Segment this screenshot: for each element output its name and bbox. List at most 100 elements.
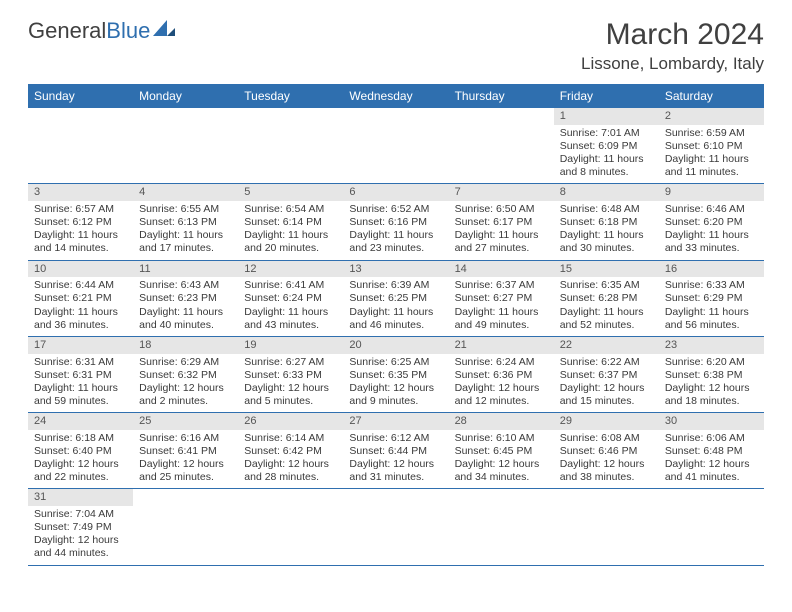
day-text: Sunrise: 6:59 AMSunset: 6:10 PMDaylight:… — [659, 125, 764, 184]
sunset-line: Sunset: 6:27 PM — [455, 292, 548, 305]
day-text: Sunrise: 6:25 AMSunset: 6:35 PMDaylight:… — [343, 354, 448, 413]
calendar-cell: 30Sunrise: 6:06 AMSunset: 6:48 PMDayligh… — [659, 413, 764, 489]
sunrise-line: Sunrise: 6:43 AM — [139, 279, 232, 292]
daylight-line: Daylight: 11 hours and 20 minutes. — [244, 229, 337, 255]
sunrise-line: Sunrise: 7:01 AM — [560, 127, 653, 140]
calendar-cell: 16Sunrise: 6:33 AMSunset: 6:29 PMDayligh… — [659, 260, 764, 336]
weekday-header: Monday — [133, 84, 238, 108]
sunset-line: Sunset: 6:14 PM — [244, 216, 337, 229]
day-text: Sunrise: 6:31 AMSunset: 6:31 PMDaylight:… — [28, 354, 133, 413]
weekday-header: Thursday — [449, 84, 554, 108]
calendar-cell: 9Sunrise: 6:46 AMSunset: 6:20 PMDaylight… — [659, 184, 764, 260]
sunrise-line: Sunrise: 6:31 AM — [34, 356, 127, 369]
weekday-header: Friday — [554, 84, 659, 108]
sunrise-line: Sunrise: 7:04 AM — [34, 508, 127, 521]
day-number: 22 — [554, 337, 659, 354]
day-number: 29 — [554, 413, 659, 430]
sunset-line: Sunset: 6:44 PM — [349, 445, 442, 458]
calendar-cell: 4Sunrise: 6:55 AMSunset: 6:13 PMDaylight… — [133, 184, 238, 260]
daylight-line: Daylight: 11 hours and 40 minutes. — [139, 306, 232, 332]
sunrise-line: Sunrise: 6:48 AM — [560, 203, 653, 216]
day-text: Sunrise: 6:44 AMSunset: 6:21 PMDaylight:… — [28, 277, 133, 336]
calendar-cell: 28Sunrise: 6:10 AMSunset: 6:45 PMDayligh… — [449, 413, 554, 489]
weekday-header: Tuesday — [238, 84, 343, 108]
calendar-cell: 24Sunrise: 6:18 AMSunset: 6:40 PMDayligh… — [28, 413, 133, 489]
calendar-cell: 25Sunrise: 6:16 AMSunset: 6:41 PMDayligh… — [133, 413, 238, 489]
day-number: 6 — [343, 184, 448, 201]
sunset-line: Sunset: 6:31 PM — [34, 369, 127, 382]
weekday-header: Wednesday — [343, 84, 448, 108]
daylight-line: Daylight: 11 hours and 52 minutes. — [560, 306, 653, 332]
calendar-cell: 22Sunrise: 6:22 AMSunset: 6:37 PMDayligh… — [554, 336, 659, 412]
calendar-cell: 2Sunrise: 6:59 AMSunset: 6:10 PMDaylight… — [659, 108, 764, 184]
sunrise-line: Sunrise: 6:24 AM — [455, 356, 548, 369]
calendar-cell: 8Sunrise: 6:48 AMSunset: 6:18 PMDaylight… — [554, 184, 659, 260]
day-number: 20 — [343, 337, 448, 354]
day-number: 9 — [659, 184, 764, 201]
sunset-line: Sunset: 6:12 PM — [34, 216, 127, 229]
sunrise-line: Sunrise: 6:14 AM — [244, 432, 337, 445]
calendar-cell-empty — [238, 489, 343, 565]
daylight-line: Daylight: 11 hours and 30 minutes. — [560, 229, 653, 255]
day-number: 21 — [449, 337, 554, 354]
title-location: Lissone, Lombardy, Italy — [581, 54, 764, 74]
sunrise-line: Sunrise: 6:16 AM — [139, 432, 232, 445]
sunrise-line: Sunrise: 6:27 AM — [244, 356, 337, 369]
day-number: 12 — [238, 261, 343, 278]
day-text: Sunrise: 7:04 AMSunset: 7:49 PMDaylight:… — [28, 506, 133, 565]
calendar-cell: 6Sunrise: 6:52 AMSunset: 6:16 PMDaylight… — [343, 184, 448, 260]
sunset-line: Sunset: 6:33 PM — [244, 369, 337, 382]
weekday-header: Sunday — [28, 84, 133, 108]
daylight-line: Daylight: 11 hours and 17 minutes. — [139, 229, 232, 255]
day-number: 13 — [343, 261, 448, 278]
calendar-cell-empty — [554, 489, 659, 565]
calendar-cell-empty — [659, 489, 764, 565]
sunrise-line: Sunrise: 6:25 AM — [349, 356, 442, 369]
calendar-cell: 7Sunrise: 6:50 AMSunset: 6:17 PMDaylight… — [449, 184, 554, 260]
sunrise-line: Sunrise: 6:06 AM — [665, 432, 758, 445]
day-text: Sunrise: 6:10 AMSunset: 6:45 PMDaylight:… — [449, 430, 554, 489]
calendar-cell-empty — [238, 108, 343, 184]
day-number: 7 — [449, 184, 554, 201]
day-text: Sunrise: 6:52 AMSunset: 6:16 PMDaylight:… — [343, 201, 448, 260]
calendar-row: 10Sunrise: 6:44 AMSunset: 6:21 PMDayligh… — [28, 260, 764, 336]
day-number: 11 — [133, 261, 238, 278]
calendar-row: 24Sunrise: 6:18 AMSunset: 6:40 PMDayligh… — [28, 413, 764, 489]
sunset-line: Sunset: 6:17 PM — [455, 216, 548, 229]
calendar-cell: 27Sunrise: 6:12 AMSunset: 6:44 PMDayligh… — [343, 413, 448, 489]
day-text: Sunrise: 6:35 AMSunset: 6:28 PMDaylight:… — [554, 277, 659, 336]
sunrise-line: Sunrise: 6:22 AM — [560, 356, 653, 369]
calendar-cell: 31Sunrise: 7:04 AMSunset: 7:49 PMDayligh… — [28, 489, 133, 565]
day-text: Sunrise: 6:14 AMSunset: 6:42 PMDaylight:… — [238, 430, 343, 489]
daylight-line: Daylight: 12 hours and 2 minutes. — [139, 382, 232, 408]
day-text: Sunrise: 6:12 AMSunset: 6:44 PMDaylight:… — [343, 430, 448, 489]
sunset-line: Sunset: 6:29 PM — [665, 292, 758, 305]
daylight-line: Daylight: 12 hours and 44 minutes. — [34, 534, 127, 560]
sunset-line: Sunset: 6:21 PM — [34, 292, 127, 305]
day-text: Sunrise: 6:43 AMSunset: 6:23 PMDaylight:… — [133, 277, 238, 336]
calendar-cell: 14Sunrise: 6:37 AMSunset: 6:27 PMDayligh… — [449, 260, 554, 336]
daylight-line: Daylight: 12 hours and 9 minutes. — [349, 382, 442, 408]
sunset-line: Sunset: 6:16 PM — [349, 216, 442, 229]
day-text: Sunrise: 6:41 AMSunset: 6:24 PMDaylight:… — [238, 277, 343, 336]
day-text: Sunrise: 6:06 AMSunset: 6:48 PMDaylight:… — [659, 430, 764, 489]
daylight-line: Daylight: 12 hours and 12 minutes. — [455, 382, 548, 408]
title-block: March 2024 Lissone, Lombardy, Italy — [581, 18, 764, 74]
sunset-line: Sunset: 6:45 PM — [455, 445, 548, 458]
day-text: Sunrise: 6:50 AMSunset: 6:17 PMDaylight:… — [449, 201, 554, 260]
calendar-cell-empty — [133, 489, 238, 565]
calendar-cell-empty — [449, 108, 554, 184]
calendar-cell: 3Sunrise: 6:57 AMSunset: 6:12 PMDaylight… — [28, 184, 133, 260]
brand-part2: Blue — [106, 18, 150, 44]
daylight-line: Daylight: 11 hours and 46 minutes. — [349, 306, 442, 332]
sunset-line: Sunset: 6:10 PM — [665, 140, 758, 153]
daylight-line: Daylight: 11 hours and 8 minutes. — [560, 153, 653, 179]
day-number: 3 — [28, 184, 133, 201]
sunset-line: Sunset: 6:48 PM — [665, 445, 758, 458]
day-text: Sunrise: 6:22 AMSunset: 6:37 PMDaylight:… — [554, 354, 659, 413]
day-number: 24 — [28, 413, 133, 430]
sunrise-line: Sunrise: 6:52 AM — [349, 203, 442, 216]
calendar-row: 31Sunrise: 7:04 AMSunset: 7:49 PMDayligh… — [28, 489, 764, 565]
sunset-line: Sunset: 6:24 PM — [244, 292, 337, 305]
day-text: Sunrise: 6:29 AMSunset: 6:32 PMDaylight:… — [133, 354, 238, 413]
